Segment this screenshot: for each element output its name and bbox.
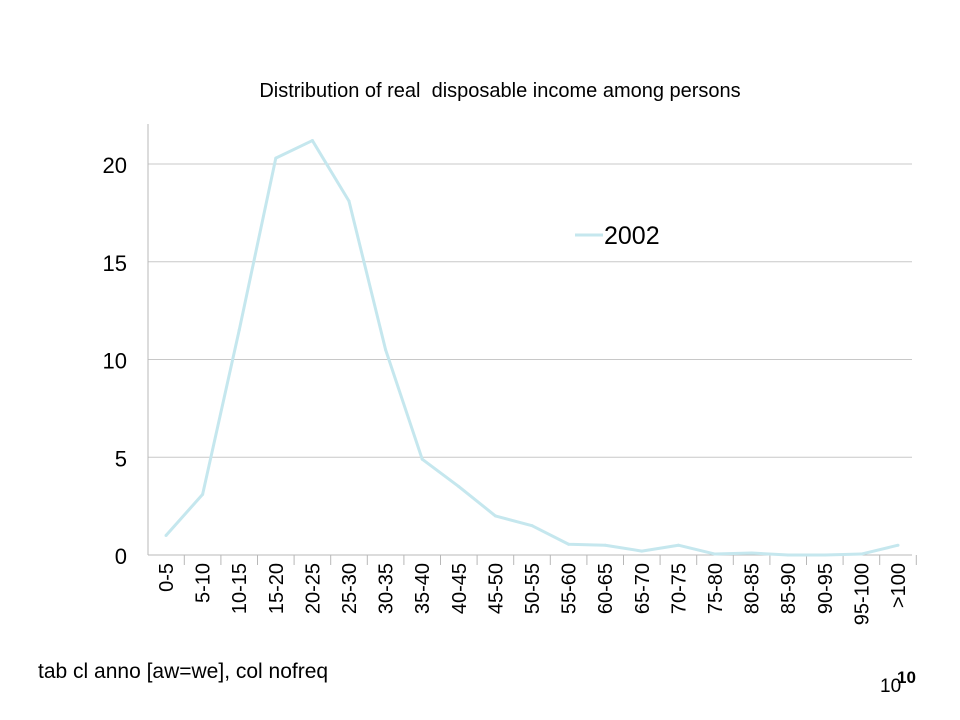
data-point bbox=[347, 199, 351, 203]
y-tick-label: 0 bbox=[115, 544, 127, 569]
stata-command: tab cl anno [aw=we], col nofreq bbox=[38, 660, 329, 683]
data-point bbox=[567, 542, 571, 546]
page-number: 10 bbox=[880, 676, 902, 697]
y-tick-label: 20 bbox=[103, 153, 127, 178]
x-tick-label: 5-10 bbox=[193, 563, 215, 603]
data-point bbox=[457, 485, 461, 489]
data-point bbox=[676, 543, 680, 547]
x-tick-label: 10-15 bbox=[229, 563, 251, 614]
x-tick-label: 20-25 bbox=[302, 563, 324, 614]
x-tick-label: >100 bbox=[888, 563, 910, 608]
data-point bbox=[713, 552, 717, 556]
data-point bbox=[859, 552, 863, 556]
x-tick-label: 55-60 bbox=[559, 563, 581, 614]
x-tick-label: 25-30 bbox=[339, 563, 361, 614]
data-point bbox=[237, 328, 241, 332]
data-point bbox=[603, 543, 607, 547]
data-point bbox=[164, 533, 168, 537]
data-point bbox=[750, 551, 754, 555]
y-tick-label: 15 bbox=[103, 251, 127, 276]
legend-label: 2002 bbox=[604, 222, 660, 250]
x-tick-label: 80-85 bbox=[742, 563, 764, 614]
data-point bbox=[786, 553, 790, 557]
x-tick-label: 30-35 bbox=[376, 563, 398, 614]
page-number-bold: 10 bbox=[897, 668, 916, 687]
x-tick-label: 65-70 bbox=[632, 563, 654, 614]
series-line-2002 bbox=[164, 139, 899, 557]
x-tick-label: 90-95 bbox=[815, 563, 837, 614]
x-tick-label: 95-100 bbox=[851, 563, 873, 625]
x-tick-label: 0-5 bbox=[156, 563, 178, 592]
y-tick-label: 5 bbox=[115, 446, 127, 471]
x-tick-label: 15-20 bbox=[266, 563, 288, 614]
x-tick-label: 50-55 bbox=[522, 563, 544, 614]
x-tick-label: 35-40 bbox=[412, 563, 434, 614]
data-point bbox=[420, 457, 424, 461]
data-point bbox=[823, 553, 827, 557]
data-point bbox=[640, 549, 644, 553]
x-tick-label: 60-65 bbox=[595, 563, 617, 614]
data-point bbox=[201, 492, 205, 496]
data-point bbox=[310, 139, 314, 143]
x-tick-label: 70-75 bbox=[668, 563, 690, 614]
data-point bbox=[493, 514, 497, 518]
data-point bbox=[274, 156, 278, 160]
data-point bbox=[530, 524, 534, 528]
chart-title: Distribution of real disposable income a… bbox=[259, 80, 741, 102]
data-point bbox=[896, 543, 900, 547]
x-tick-label: 45-50 bbox=[485, 563, 507, 614]
x-tick-label: 85-90 bbox=[778, 563, 800, 614]
data-point bbox=[384, 348, 388, 352]
y-tick-label: 10 bbox=[103, 349, 127, 374]
x-tick-label: 40-45 bbox=[449, 563, 471, 614]
x-tick-label: 75-80 bbox=[705, 563, 727, 614]
